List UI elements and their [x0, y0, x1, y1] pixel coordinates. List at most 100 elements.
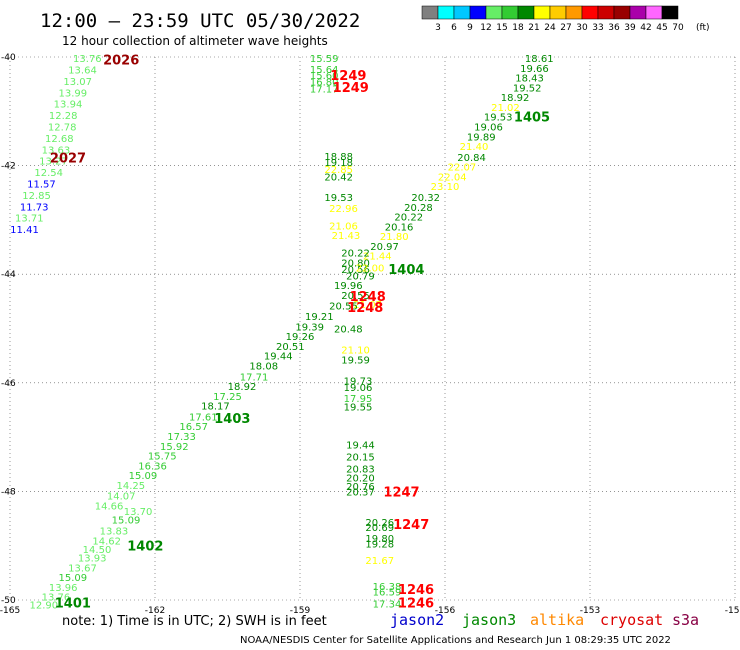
wave-height-value: 13.27: [39, 157, 68, 168]
wave-height-value: 15.09: [112, 516, 141, 527]
color-scale-swatch: [517, 5, 535, 20]
pass-number-label: 1401: [55, 597, 91, 612]
wave-height-value: 22.07: [448, 163, 477, 174]
wave-height-value: 20.80: [341, 258, 370, 269]
wave-height-value: 19.44: [346, 441, 375, 452]
pass-number-label: 2026: [103, 54, 139, 69]
wave-height-value: 20.83: [346, 465, 375, 476]
wave-height-value: 17.25: [213, 392, 242, 403]
wave-height-value: 21.44: [363, 252, 392, 263]
y-tick-label: -46: [1, 379, 16, 389]
color-scale-swatch: [581, 5, 599, 20]
color-scale-label: 3: [435, 23, 441, 33]
wave-height-value: 12.28: [49, 111, 78, 122]
pass-number-label: 1247: [383, 485, 419, 500]
color-scale-label: 36: [608, 23, 620, 33]
wave-height-value: 16.36: [138, 461, 167, 472]
wave-height-value: 21.43: [332, 231, 361, 242]
wave-height-value: 21.10: [341, 346, 370, 357]
wave-height-value: 20.32: [411, 193, 440, 204]
wave-height-value: 16.80: [310, 77, 339, 88]
wave-height-value: 20.22: [341, 248, 370, 259]
satellite-legend-jason3: jason3: [462, 611, 516, 629]
wave-height-value: 21.40: [460, 142, 489, 153]
wave-height-value: 15.59: [310, 54, 339, 65]
wave-height-value: 18.88: [324, 152, 353, 163]
satellite-legend-s3a: s3a: [672, 611, 699, 629]
y-tick-label: -44: [1, 270, 16, 280]
color-scale-label: 12: [480, 23, 491, 33]
x-tick-label: -156: [435, 606, 456, 616]
wave-height-value: 13.67: [68, 563, 97, 574]
pass-number-label: 2027: [50, 151, 86, 166]
x-tick-label: -159: [290, 606, 311, 616]
wave-height-value: 13.63: [42, 145, 71, 156]
wave-height-value: 16.57: [179, 422, 208, 433]
wave-height-value: 20.69: [365, 523, 394, 534]
color-scale-swatch: [469, 5, 487, 20]
wave-height-value: 18.17: [201, 402, 230, 413]
wave-height-value: 17.17: [310, 84, 339, 95]
wave-height-value: 17.34: [373, 599, 402, 610]
wave-height-value: 13.94: [54, 100, 83, 111]
y-tick-label: -50: [1, 596, 16, 606]
wave-height-value: 22.96: [329, 204, 358, 215]
wave-height-value: 13.76: [42, 593, 71, 604]
wave-height-value: 20.28: [404, 203, 433, 214]
wave-height-value: 12.54: [34, 168, 63, 179]
wave-height-value: 19.53: [324, 193, 353, 204]
pass-number-label: 1247: [393, 518, 429, 533]
wave-height-value: 13.93: [78, 554, 107, 565]
wave-height-value: 17.71: [240, 372, 269, 383]
wave-height-value: 20.84: [457, 153, 486, 164]
wave-height-value: 18.61: [525, 54, 554, 65]
wave-height-value: 21.02: [491, 103, 520, 114]
map-grid: [9, 56, 736, 601]
color-scale-label: 18: [512, 23, 524, 33]
color-scale-swatch: [549, 5, 567, 20]
color-scale-label: 42: [640, 23, 651, 33]
wave-height-value: 19.28: [365, 540, 394, 551]
wave-height-value: 20.22: [394, 213, 423, 224]
footer-credit: NOAA/NESDIS Center for Satellite Applica…: [240, 635, 671, 646]
wave-height-value: 13.07: [63, 77, 92, 88]
wave-height-value: 11.57: [27, 180, 56, 191]
wave-height-value: 20.55: [329, 302, 358, 313]
footer-note: note: 1) Time is in UTC; 2) SWH is in fe…: [62, 614, 327, 629]
color-scale-label: 24: [544, 23, 556, 33]
wave-height-points: 13.7613.6413.0713.9913.9412.2812.7812.68…: [10, 54, 553, 611]
wave-height-value: 15.92: [160, 442, 189, 453]
wave-height-value: 19.21: [305, 312, 334, 323]
wave-height-value: 19.44: [264, 352, 293, 363]
wave-height-value: 19.18: [324, 158, 353, 169]
wave-height-value: 16.38: [373, 582, 402, 593]
pass-labels: 2026202712491249140514041248124814031247…: [50, 54, 550, 612]
wave-height-value: 14.66: [95, 502, 124, 513]
wave-height-value: 22.85: [324, 165, 353, 176]
pass-number-label: 1248: [350, 290, 386, 305]
wave-height-value: 20.79: [346, 271, 375, 282]
y-tick-label: -42: [1, 162, 16, 172]
pass-number-label: 1246: [398, 583, 434, 598]
y-tick-label: -48: [1, 487, 16, 497]
wave-height-value: 12.78: [48, 123, 77, 134]
wave-height-value: 11.41: [10, 225, 39, 236]
wave-height-value: 19.66: [520, 64, 549, 75]
wave-height-value: 20.37: [346, 487, 375, 498]
color-scale-label: 15: [496, 23, 507, 33]
pass-number-label: 1249: [333, 81, 369, 96]
wave-height-value: 19.06: [474, 123, 503, 134]
wave-height-value: 22.04: [438, 172, 467, 183]
wave-height-value: 20.56: [341, 265, 370, 276]
color-scale-swatch: [485, 5, 503, 20]
color-scale-swatch: [421, 5, 439, 20]
color-scale-label: 45: [656, 23, 667, 33]
wave-height-value: 14.07: [107, 492, 136, 503]
color-scale-label: 21: [528, 23, 539, 33]
wave-height-value: 18.92: [501, 93, 530, 104]
pass-number-label: 1402: [127, 540, 163, 555]
wave-height-value: 20.55: [341, 291, 370, 302]
wave-height-value: 19.55: [344, 403, 373, 414]
color-scale-swatch: [629, 5, 647, 20]
wave-height-value: 19.96: [334, 281, 363, 292]
